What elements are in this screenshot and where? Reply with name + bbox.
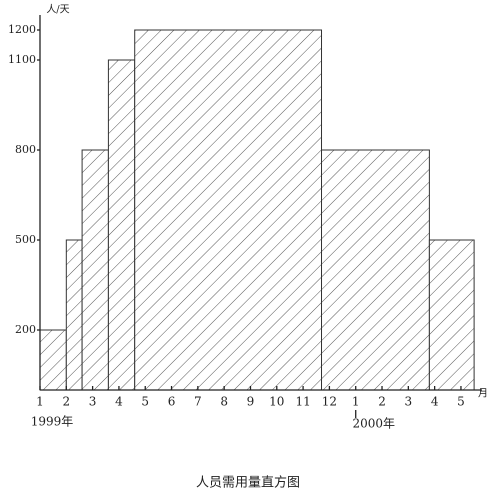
bar: [321, 149, 430, 391]
bar: [107, 59, 136, 391]
bar: [39, 329, 67, 391]
x-tick-label: 3: [405, 395, 413, 409]
x-tick-label: 3: [89, 395, 97, 409]
x-tick-label: 4: [115, 395, 123, 409]
x-tick-label: 5: [141, 395, 149, 409]
x-tick-label: 11: [295, 395, 310, 409]
y-tick-label: 1200: [8, 23, 36, 36]
y-tick-label: 1100: [8, 53, 36, 66]
y-tick-label: 500: [15, 233, 36, 246]
y-tick-label: 200: [15, 323, 36, 336]
x-tick-label: 7: [194, 395, 202, 409]
x-tick-label: 8: [220, 395, 228, 409]
x-tick-label: 2: [378, 395, 386, 409]
x-tick-label: 9: [247, 395, 255, 409]
x-tick-label: 2: [62, 395, 70, 409]
x-axis-label: 月: [478, 388, 488, 400]
bar: [81, 149, 109, 391]
year-label: 1999年: [31, 415, 74, 429]
x-tick-label: 6: [168, 395, 176, 409]
x-tick-label: 1: [352, 395, 360, 409]
y-tick-label: 800: [15, 143, 36, 156]
x-tick-label: 5: [457, 395, 465, 409]
bar: [134, 29, 323, 391]
year-label: 2000年: [352, 417, 395, 431]
x-tick-label: 1: [36, 395, 44, 409]
x-tick-label: 4: [431, 395, 439, 409]
x-tick-label: 12: [322, 395, 337, 409]
bar: [428, 239, 475, 391]
chart-title: 人员需用量直方图: [196, 475, 300, 491]
y-axis-label: 人/天: [46, 4, 69, 16]
x-tick-label: 10: [269, 395, 284, 409]
bar: [65, 239, 83, 391]
